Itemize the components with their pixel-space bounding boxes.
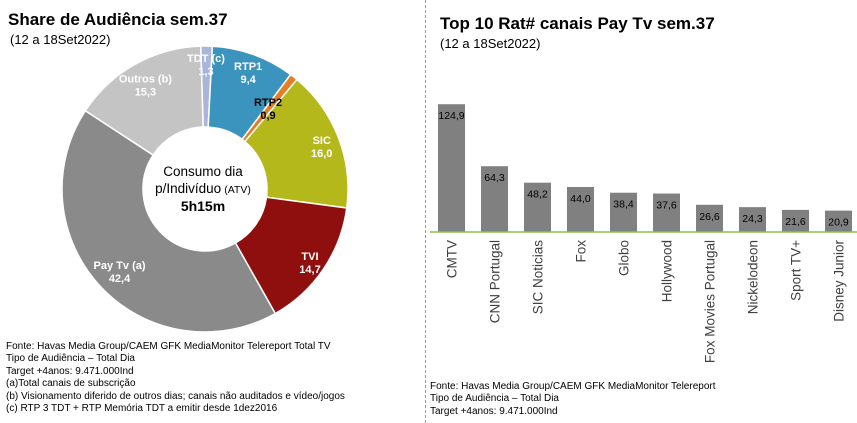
bar: [481, 166, 508, 232]
bar-source-notes: Fonte: Havas Media Group/CAEM GFK MediaM…: [430, 381, 716, 418]
donut-center-line3: 5h15m: [181, 198, 225, 214]
bar-category-label: Globo: [617, 240, 632, 276]
note-line: Target +4anos: 9.471.000Ind: [6, 365, 134, 377]
bar-chart-title: Top 10 Rat# canais Pay Tv sem.37: [440, 14, 715, 33]
panel-divider: [425, 0, 427, 423]
bar-category-label: CMTV: [445, 240, 460, 278]
bar: [567, 186, 594, 232]
audience-share-panel: Share de Audiência sem.37 (12 a 18Set202…: [0, 0, 425, 423]
bar-value-label: 21,6: [785, 216, 806, 228]
note-line: Tipo de Audiência – Total Dia: [430, 393, 559, 405]
bar-value-label: 44,0: [570, 193, 591, 205]
note-line: (a)Total canais de subscrição: [6, 378, 136, 390]
bar-category-label: Sport TV+: [789, 240, 804, 301]
bar: [825, 210, 852, 232]
note-line: Fonte: Havas Media Group/CAEM GFK MediaM…: [6, 341, 331, 352]
top10-panel: Top 10 Rat# canais Pay Tv sem.37 (12 a 1…: [430, 0, 857, 423]
bar-category-label: CNN Portugal: [488, 240, 503, 323]
bar: [438, 104, 465, 232]
donut-slice-pay-tv-a: [61, 109, 277, 333]
donut-slice-sic: [243, 78, 349, 209]
donut-slice-label: Pay Tv (a) 42,4: [94, 260, 146, 285]
donut-slice-label: TDT (c) 1,3: [187, 53, 225, 78]
bar-value-label: 38,4: [613, 199, 634, 211]
donut-chart-subtitle: (12 a 18Set2022): [10, 32, 111, 47]
donut-slice-label: RTP2 0,9: [254, 97, 282, 122]
bar-category-label: Hollywood: [660, 240, 675, 302]
bar-value-label: 64,3: [484, 172, 505, 184]
bar: [653, 193, 680, 232]
note-line: (c) RTP 3 TDT + RTP Memória TDT a emitir…: [6, 403, 278, 415]
donut-slice-outros-b: [84, 45, 204, 157]
bar-value-label: 26,6: [699, 211, 720, 223]
bar-value-label: 124,9: [438, 110, 464, 122]
donut-center-line2: p/Indivíduo (ATV): [155, 181, 251, 196]
donut-slice-label: TVI 14,7: [299, 251, 320, 276]
note-line: Fonte: Havas Media Group/CAEM GFK MediaM…: [430, 381, 716, 392]
donut-slice-label: SIC 16,0: [311, 135, 332, 160]
bar-category-label: Disney Junior: [832, 240, 847, 322]
bar-value-label: 20,9: [828, 217, 849, 229]
donut-slice-tvi: [234, 196, 348, 315]
bar: [782, 209, 809, 232]
note-line: Target +4anos: 9.471.000Ind: [430, 405, 558, 417]
donut-source-notes: Fonte: Havas Media Group/CAEM GFK MediaM…: [6, 341, 345, 415]
bar: [610, 192, 637, 232]
donut-center-line2-main: p/Indivíduo: [155, 181, 221, 196]
bar-value-label: 37,6: [656, 200, 677, 212]
donut-center-line1: Consumo dia: [163, 164, 243, 179]
donut-chart-title: Share de Audiência sem.37: [8, 10, 228, 29]
bar: [696, 204, 723, 232]
donut-center-line2-suffix: (ATV): [224, 184, 251, 196]
bar-category-label: Nickelodeon: [746, 240, 761, 314]
donut-chart: TDT (c) 1,3 RTP1 9,4 RTP2 0,9 SIC 16,0 TVI 14,7 Pa…: [61, 45, 349, 333]
donut-slice-label: RTP1 9,4: [234, 61, 262, 86]
note-line: Tipo de Audiência – Total Dia: [6, 353, 135, 365]
bar: [739, 207, 766, 232]
bar-chart-subtitle: (12 a 18Set2022): [440, 36, 541, 51]
bar-value-label: 24,3: [742, 213, 763, 225]
bar-category-label: Fox: [574, 240, 589, 263]
donut-slice-label: Outros (b) 15,3: [119, 74, 172, 99]
note-line: (b) Visionamento diferido de outros dias…: [6, 390, 345, 402]
bar-category-label: SIC Noticias: [531, 240, 546, 315]
bar-value-label: 48,2: [527, 189, 548, 201]
bar: [524, 182, 551, 232]
bar-chart: 124,9 64,3 48,2 44,0 38,4 37,6 26,6 24,3 21,6 20,…: [430, 104, 857, 363]
bar-category-label: Fox Movies Portugal: [703, 240, 718, 363]
